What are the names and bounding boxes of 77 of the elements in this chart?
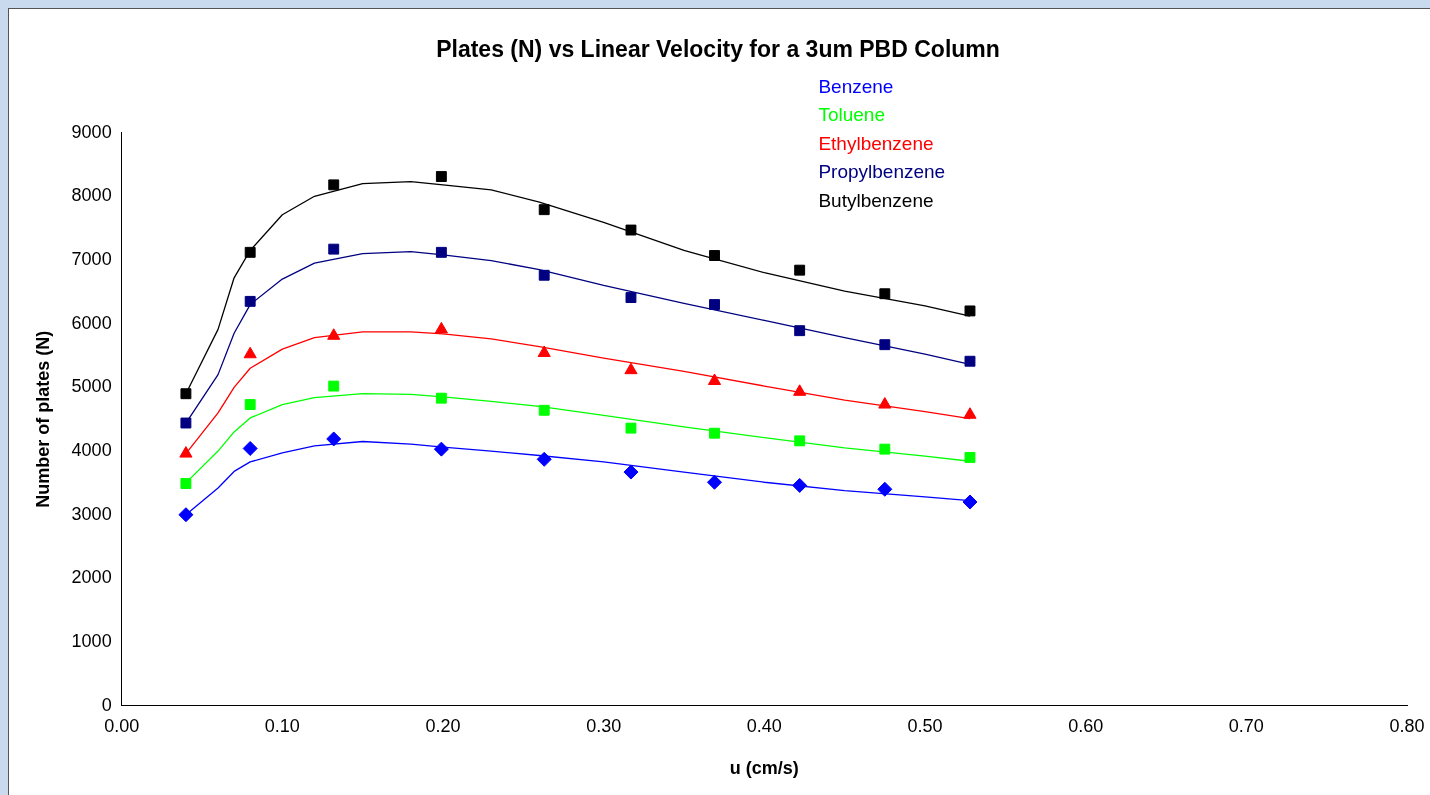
point [328,179,340,191]
point [536,451,552,467]
point [707,474,723,490]
point [877,481,893,497]
point [707,373,722,385]
point [709,250,720,261]
x-tick-label: 0.70 [1228,715,1264,736]
text: Ethylbenzene [818,132,934,154]
point [180,417,192,429]
point [179,446,193,458]
text: Benzene [818,75,894,97]
y-tick-label: 9000 [71,121,112,142]
y-tick-label: 2000 [71,567,112,588]
point [244,246,256,258]
point [794,264,806,276]
y-axis-title: Number of plates (N) [32,330,53,508]
x-axis-title: u (cm/s) [729,758,799,779]
point [625,292,637,303]
point [538,269,550,281]
point [625,224,637,236]
y-tick-label: 1000 [71,631,112,652]
point [180,388,192,400]
point [792,477,808,493]
x-tick-label: 0.50 [907,715,943,736]
y-tick-label: 4000 [71,440,112,461]
x-tick-label: 0.60 [1068,715,1104,736]
y-tick-label: 6000 [71,312,112,333]
point [244,295,256,307]
point [963,407,977,419]
point [433,441,449,457]
point [243,346,257,359]
point [962,494,978,510]
point [538,404,550,416]
point [964,355,976,367]
point [435,171,447,182]
point [964,451,976,463]
text: Toluene [818,104,885,126]
text: Propylbenzene [818,161,946,183]
x-tick-label: 0.80 [1389,715,1425,736]
point [326,431,342,447]
point [435,392,447,404]
y-tick-label: 5000 [71,376,112,397]
point [435,246,447,258]
point [624,362,638,375]
point [625,422,637,434]
point [879,339,891,351]
x-tick-label: 0.30 [586,715,622,736]
y-tick-label: 0 [101,694,112,715]
point [180,478,192,489]
x-tick-label: 0.20 [425,715,461,736]
x-tick-label: 0.40 [746,715,782,736]
point [709,427,720,439]
y-tick-label: 3000 [71,503,112,524]
point [964,305,976,317]
point [793,384,807,396]
point [328,380,340,392]
point [709,299,720,311]
point [242,441,258,456]
y-tick-label: 7000 [71,248,112,269]
y-tick-label: 8000 [71,185,112,206]
point [178,507,194,523]
point [328,243,340,255]
point [327,328,341,340]
point [878,397,892,409]
point [538,204,550,216]
point [879,443,891,455]
text: Butylbenzene [818,189,934,211]
point [794,435,806,447]
x-tick-label: 0.10 [264,715,300,736]
point [794,325,806,337]
x-tick-label: 0.00 [104,715,140,736]
point [537,345,551,357]
point [623,464,639,480]
point [879,288,891,300]
point [434,321,448,334]
point [244,399,256,410]
chart-title: Plates (N) vs Linear Velocity for a 3um PBD Column [436,36,1000,63]
